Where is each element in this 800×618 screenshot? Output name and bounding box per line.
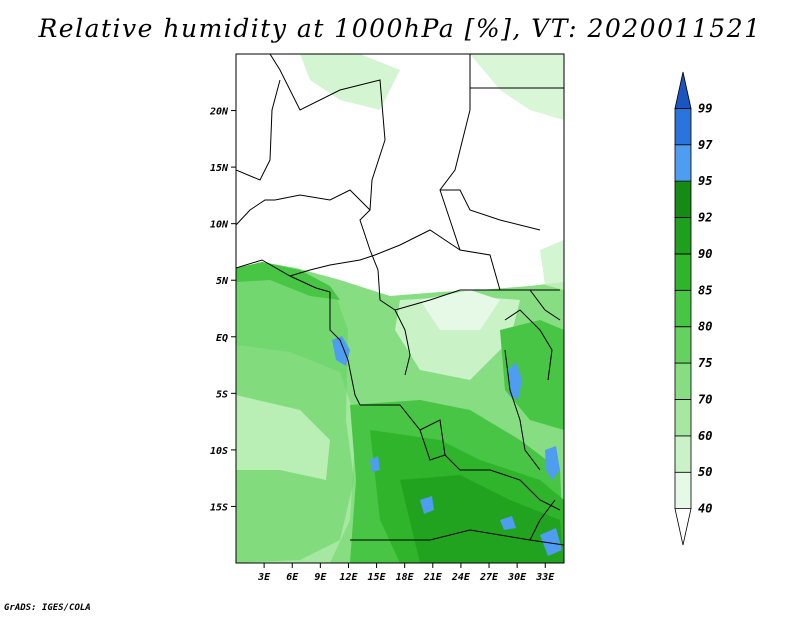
lon-tick-label: 12E — [339, 572, 358, 583]
lat-tick-label: 10S — [210, 446, 228, 457]
lon-tick-label: 30E — [507, 572, 527, 583]
colorbar-label: 50 — [698, 465, 712, 479]
lat-tick-label: 5S — [216, 389, 228, 400]
colorbar-label: 60 — [698, 429, 712, 443]
colorbar-label: 80 — [698, 320, 712, 334]
lon-tick-label: 15E — [368, 572, 387, 583]
lon-tick-label: 6E — [286, 572, 299, 583]
colorbar-label: 97 — [698, 138, 713, 152]
lon-tick-label: 9E — [314, 572, 327, 583]
lat-tick-label: 20N — [209, 107, 229, 118]
humidity-patch-97-5 — [370, 456, 380, 472]
colorbar-label: 75 — [698, 356, 712, 370]
colorbar-segment — [674, 71, 692, 109]
axis-ticks: 3E 6E 9E 12E 15E 18E 21E 24E 27E 30E 33E 20N 15N 10N 5… — [209, 107, 555, 583]
colorbar-segment — [674, 326, 692, 364]
colorbar-segment — [674, 217, 692, 255]
colorbar-segment — [674, 435, 692, 473]
colorbar-segment — [674, 508, 692, 546]
colorbar-label: 40 — [698, 502, 712, 516]
borders — [236, 54, 564, 546]
humidity-region-60-light — [236, 395, 330, 480]
colorbar-label: 90 — [698, 247, 712, 261]
humidity-region-light-north-b — [470, 54, 564, 120]
colorbar-label: 70 — [698, 392, 712, 406]
colorbar-segment — [674, 399, 692, 437]
humidity-region-light-east — [540, 240, 564, 290]
humidity-region-92 — [400, 475, 564, 563]
lon-tick-label: 3E — [257, 572, 271, 583]
humidity-region-light-center — [395, 296, 520, 380]
colorbar-label: 99 — [698, 101, 712, 115]
lat-tick-label: 5N — [216, 276, 229, 287]
colorbar-label: 85 — [698, 283, 712, 297]
lon-tick-label: 21E — [423, 572, 443, 583]
humidity-region-light-center2 — [420, 290, 500, 330]
lat-tick-label: 15N — [210, 163, 229, 174]
lat-tick-label: 15S — [210, 502, 228, 513]
colorbar: 40 50 60 70 75 80 85 90 92 95 97 99 — [674, 71, 713, 546]
lon-tick-label: 18E — [396, 572, 415, 583]
lon-tick-label: 33E — [535, 572, 555, 583]
humidity-patch-97-3 — [545, 446, 560, 480]
lon-tick-label: 24E — [451, 572, 471, 583]
lat-tick-label: EQ — [216, 333, 228, 344]
colorbar-segment — [674, 471, 692, 510]
colorbar-segment — [674, 107, 692, 146]
humidity-region-coast-80 — [236, 262, 340, 300]
colorbar-segment — [674, 362, 692, 400]
humidity-patch-97-2 — [508, 362, 522, 400]
map-title: Relative humidity at 1000hPa [%], VT: 20… — [38, 14, 762, 43]
humidity-patch-97-7 — [500, 516, 516, 530]
lon-tick-label: 27E — [479, 572, 499, 583]
colorbar-segment — [674, 289, 692, 328]
colorbar-label: 92 — [698, 211, 712, 225]
footer-credit: GrADS: IGES/COLA — [4, 603, 91, 613]
humidity-patch-97-6 — [420, 496, 434, 514]
humidity-patch-97-1 — [332, 336, 350, 366]
colorbar-segment — [674, 180, 692, 218]
humidity-region-light-north-a — [300, 54, 400, 110]
colorbar-segment — [674, 253, 692, 291]
colorbar-label: 95 — [698, 174, 712, 188]
lat-tick-label: 10N — [210, 220, 229, 231]
humidity-patch-97-4 — [540, 528, 562, 556]
humidity-region-85-east — [500, 320, 564, 430]
colorbar-segment — [674, 144, 692, 182]
